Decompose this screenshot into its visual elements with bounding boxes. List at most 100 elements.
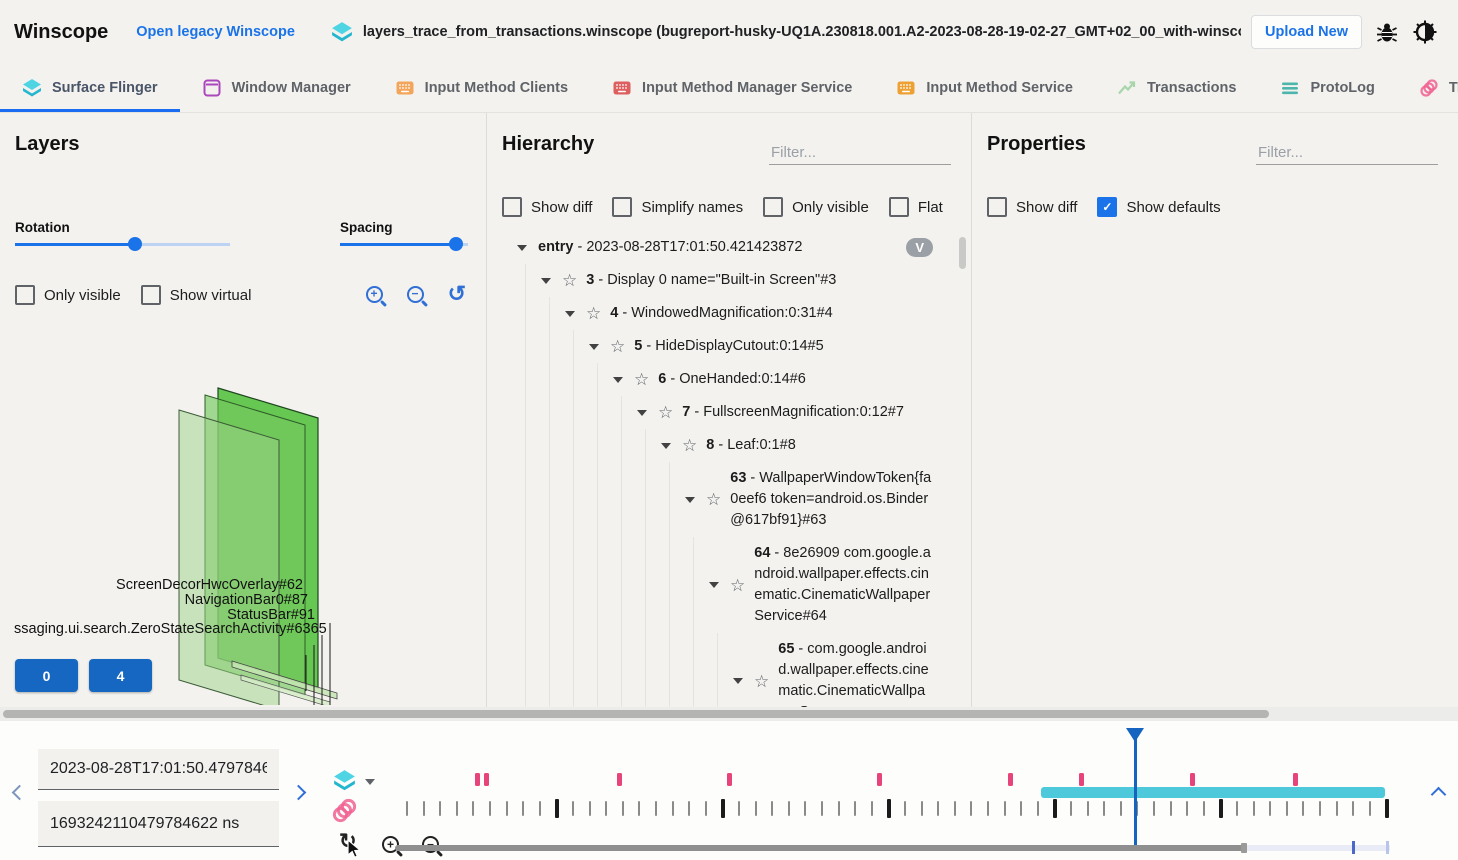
timeline-zoom-region[interactable] (1245, 845, 1390, 851)
transitions-trace-icon[interactable] (331, 797, 358, 824)
checkbox-only-visible[interactable]: Only visible (763, 197, 869, 217)
timeline-playhead-handle[interactable] (1126, 728, 1144, 742)
checkbox-simplify-names[interactable]: Simplify names (612, 197, 743, 217)
tree-node[interactable]: ☆ 5 - HideDisplayCutout:0:14#5 (487, 330, 959, 363)
tree-node[interactable]: ☆ 6 - OneHanded:0:14#6 (487, 363, 959, 396)
hierarchy-filter-input[interactable] (769, 141, 951, 165)
ruler-tick (1119, 801, 1122, 816)
content-scrollbar-thumb[interactable] (3, 710, 1269, 718)
human-timestamp-input[interactable] (38, 749, 279, 790)
star-icon[interactable]: ☆ (658, 403, 674, 422)
tab-label: Input Method Service (926, 80, 1073, 96)
upload-new-button[interactable]: Upload New (1251, 15, 1362, 49)
dark-mode-toggle-icon[interactable] (1413, 20, 1437, 44)
star-icon[interactable]: ☆ (706, 490, 722, 509)
tree-node[interactable]: entry - 2023-08-28T17:01:50.421423872 V (487, 231, 959, 264)
transition-event-mark[interactable] (484, 773, 489, 786)
transition-event-mark[interactable] (1190, 773, 1195, 786)
scene-layer-front[interactable] (178, 409, 280, 705)
transition-event-mark[interactable] (727, 773, 732, 786)
transition-event-mark[interactable] (1008, 773, 1013, 786)
transition-event-mark[interactable] (617, 773, 622, 786)
rotation-slider[interactable] (15, 237, 230, 251)
collapse-arrow-icon[interactable] (733, 678, 743, 684)
timeline-playhead[interactable] (1134, 728, 1137, 846)
scene-layer-strip-1[interactable] (231, 660, 338, 700)
tab-protolog[interactable]: ProtoLog (1258, 64, 1396, 112)
ruler-tick (1335, 801, 1338, 816)
checkbox-show-diff[interactable]: Show diff (502, 197, 592, 217)
transition-event-mark[interactable] (1079, 773, 1084, 786)
rotation-slider-thumb[interactable] (128, 237, 142, 251)
timeline-zoom-in-icon[interactable] (382, 836, 399, 858)
tab-window-manager[interactable]: Window Manager (180, 64, 373, 112)
checkbox-show-virtual[interactable]: Show virtual (140, 285, 251, 305)
transition-event-mark[interactable] (1293, 773, 1298, 786)
tree-node[interactable]: ☆ 4 - WindowedMagnification:0:31#4 (487, 297, 959, 330)
tree-node[interactable]: ☆ 8 - Leaf:0:1#8 (487, 429, 959, 462)
tab-surface-flinger[interactable]: Surface Flinger (0, 64, 180, 112)
expand-timeline-chevron-icon[interactable] (1430, 786, 1447, 803)
scene-zoom-out-icon[interactable] (406, 285, 424, 303)
collapse-arrow-icon[interactable] (517, 244, 527, 251)
scene-layer-middle[interactable] (204, 394, 306, 696)
collapse-arrow-icon[interactable] (709, 582, 719, 588)
tab-input-method-clients[interactable]: Input Method Clients (373, 64, 590, 112)
star-icon[interactable]: ☆ (730, 575, 746, 595)
tree-node-id: 65 (778, 641, 795, 657)
collapse-arrow-icon[interactable] (661, 442, 671, 449)
star-icon[interactable]: ☆ (682, 436, 698, 455)
scene-layer-back[interactable] (217, 387, 319, 689)
timeline-ruler[interactable] (395, 797, 1398, 823)
star-icon[interactable]: ☆ (754, 671, 770, 691)
tab-input-method-service[interactable]: Input Method Service (874, 64, 1095, 112)
scene-zoom-in-icon[interactable] (365, 285, 383, 303)
tab-tra[interactable]: Tra (1397, 64, 1458, 112)
scene-reset-view-icon[interactable]: ↺ (447, 281, 466, 306)
tab-input-method-manager-service[interactable]: Input Method Manager Service (590, 64, 874, 112)
spacing-slider[interactable] (340, 237, 468, 251)
star-icon[interactable]: ☆ (562, 271, 578, 290)
ruler-tick (1219, 799, 1223, 818)
tree-node[interactable]: ☆ 3 - Display 0 name="Built-in Screen"#3 (487, 264, 959, 297)
checkbox-show-defaults[interactable]: ✓ Show defaults (1097, 197, 1221, 217)
timeline-zoom-out-icon[interactable] (422, 836, 439, 858)
checkbox-show-diff[interactable]: Show diff (987, 197, 1077, 217)
tree-node[interactable]: ☆ 63 - WallpaperWindowToken{fa0eef6 token… (487, 462, 959, 537)
star-icon[interactable]: ☆ (586, 304, 602, 323)
timeline-mini-scrollbar-handle[interactable] (1241, 843, 1247, 853)
visibility-chip[interactable]: V (906, 238, 933, 257)
tree-node[interactable]: ☆ 65 - com.google.android.wallpaper.effec… (487, 633, 959, 707)
entry-nav-button-4[interactable]: 4 (89, 659, 152, 692)
scene-layer-strip-2[interactable] (240, 674, 331, 705)
star-icon[interactable]: ☆ (610, 337, 626, 356)
surface-flinger-trace-icon[interactable] (333, 769, 356, 792)
collapse-arrow-icon[interactable] (541, 277, 551, 284)
bug-report-icon[interactable] (1375, 20, 1399, 44)
next-entry-chevron-icon[interactable] (290, 784, 307, 801)
checkbox-flat[interactable]: Flat (888, 197, 943, 217)
checkbox-only-visible[interactable]: Only visible (15, 285, 121, 305)
trace-select-caret-icon[interactable] (365, 779, 375, 785)
collapse-arrow-icon[interactable] (589, 343, 599, 350)
properties-filter-input[interactable] (1256, 141, 1438, 165)
open-legacy-link[interactable]: Open legacy Winscope (136, 24, 295, 40)
surface-flinger-range-bar[interactable] (1041, 787, 1385, 798)
ns-timestamp-input[interactable] (38, 801, 279, 847)
transition-event-mark[interactable] (877, 773, 882, 786)
collapse-arrow-icon[interactable] (613, 376, 623, 383)
tab-transactions[interactable]: Transactions (1095, 64, 1258, 112)
indent-guides (525, 462, 693, 537)
collapse-arrow-icon[interactable] (637, 409, 647, 416)
tree-node[interactable]: ☆ 64 - 8e26909 com.google.android.wallpap… (487, 537, 959, 633)
collapse-arrow-icon[interactable] (685, 496, 695, 503)
previous-entry-chevron-icon[interactable] (11, 784, 28, 801)
transition-event-mark[interactable] (475, 773, 480, 786)
spacing-slider-thumb[interactable] (449, 237, 463, 251)
timeline-mini-scrollbar[interactable] (395, 845, 1245, 851)
star-icon[interactable]: ☆ (634, 370, 650, 389)
entry-nav-button-0[interactable]: 0 (15, 659, 78, 692)
tree-node[interactable]: ☆ 7 - FullscreenMagnification:0:12#7 (487, 396, 959, 429)
hierarchy-scrollbar[interactable] (959, 237, 966, 269)
collapse-arrow-icon[interactable] (565, 310, 575, 317)
